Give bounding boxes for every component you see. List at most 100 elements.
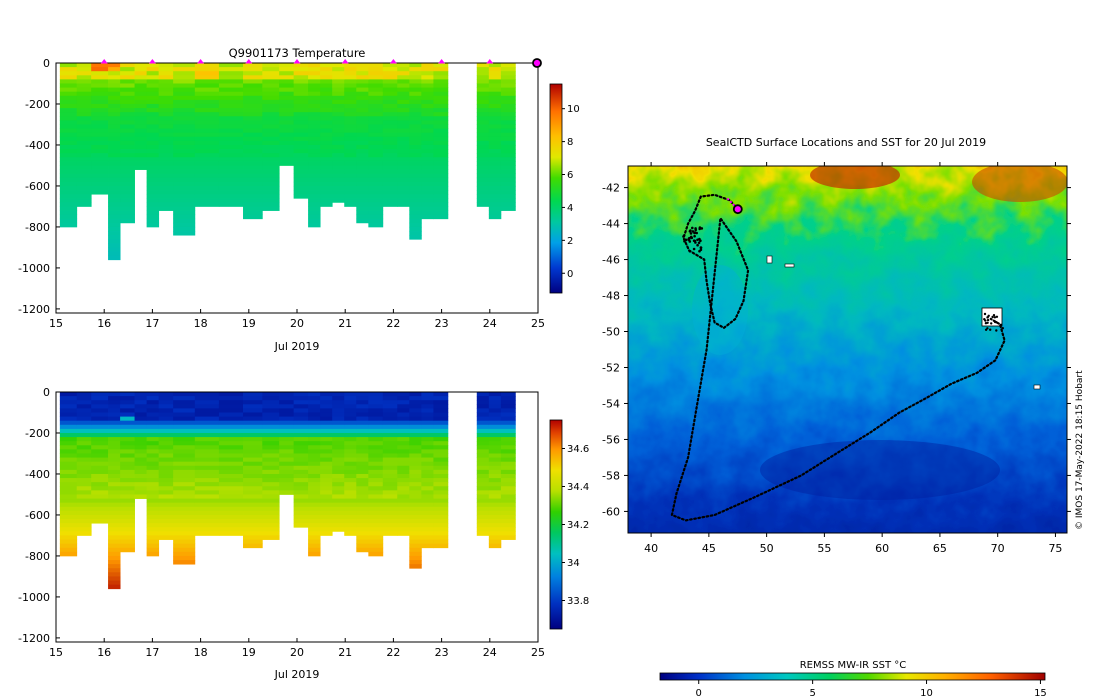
profile-cell [320,424,333,430]
profile-cell [218,144,244,150]
profile-cell [194,87,220,93]
profile-cell [500,185,516,191]
profile-cell [173,206,196,211]
profile-cell [368,432,384,438]
profile-cell [158,75,174,80]
profile-cell [218,173,244,179]
profile-cell [409,63,422,68]
profile-marker [245,59,253,64]
profile-cell [397,91,410,97]
temperature-x-axis: 15 16 17 18 19 20 21 22 23 24 25 [49,309,545,330]
profile-cell [293,437,309,442]
profile-cell [91,63,109,68]
profile-cell [76,498,92,504]
temperature-title: Q9901173 Temperature [229,46,366,60]
profile-cell [218,75,244,80]
profile-cell [433,112,449,117]
profile-cell [108,441,121,446]
profile-cell [382,194,398,199]
profile-cell [397,144,410,150]
profile-cell [332,445,345,450]
profile-cell [500,519,516,524]
profile-cell [320,177,333,183]
profile-cell [382,185,398,191]
profile-cell [433,108,449,113]
profile-cell [344,420,357,426]
profile-cell [476,437,490,442]
profile-cell [409,87,422,93]
profile-cell [356,523,369,528]
profile-cell [91,136,109,142]
profile-cell [409,428,422,434]
profile-cell [488,420,502,426]
profile-cell [397,136,410,142]
y-tick-label: -200 [25,427,50,440]
profile-cell [433,161,449,166]
profile-cell [320,198,333,203]
profile-cell [146,498,160,504]
profile-cell [194,190,220,195]
profile-cell [500,523,516,528]
profile-cell [243,95,263,101]
profile-cell [173,551,196,557]
y-tick-label: -1200 [18,632,50,645]
profile-cell [500,157,516,162]
profile-cell [158,478,174,483]
profile-cell [332,149,345,154]
profile-cell [368,169,384,175]
profile-cell [76,432,92,438]
profile-cell [108,116,121,121]
profile-cell [108,99,121,105]
profile-cell [488,396,502,401]
profile-cell [173,222,196,228]
profile-cell [76,531,92,536]
profile-cell [433,539,449,545]
profile-cell [243,527,263,532]
profile-cell [409,202,422,207]
profile-cell [279,67,295,72]
profile-cell [488,161,502,166]
profile-cell [476,432,490,438]
profile-cell [356,177,369,183]
y-tick-label: -1000 [18,262,50,275]
profile-cell [368,404,384,409]
profile-cell [368,149,384,154]
profile-cell [476,177,490,183]
profile-cell [488,457,502,463]
profile-cell [356,153,369,158]
profile-cell [409,128,422,134]
profile-cell [218,108,244,113]
salinity-x-axis: 15 16 17 18 19 20 21 22 23 24 25 [49,638,545,659]
profile-cell [308,112,321,117]
profile-cell [134,108,148,113]
temperature-y-axis: 0-200-400-600-800-1000-1200 [18,57,60,316]
profile-cell [382,502,398,508]
profile-cell [332,116,345,121]
profile-cell [108,190,121,195]
profile-cell [397,498,410,504]
profile-cell [293,469,309,475]
profile-cell [173,194,196,199]
profile-cell [344,424,357,430]
profile-cell [59,482,78,487]
profile-cell [344,149,357,154]
profile-cell [433,153,449,158]
profile-cell [308,531,321,536]
profile-cell [146,185,160,191]
profile-cell [194,519,220,524]
profile-cell [108,510,121,516]
profile-cell [108,83,121,88]
profile-cell [356,87,369,93]
profile-cell [500,404,516,409]
profile-cell [320,87,333,93]
profile-cell [382,519,398,524]
profile-cell [500,449,516,454]
profile-cell [76,194,92,199]
profile-cell [59,91,78,97]
profile-cell [500,149,516,154]
profile-cell [344,157,357,162]
profile-cell [433,478,449,483]
profile-cell [421,457,434,463]
profile-cell [120,198,135,203]
profile-cell [332,432,345,438]
